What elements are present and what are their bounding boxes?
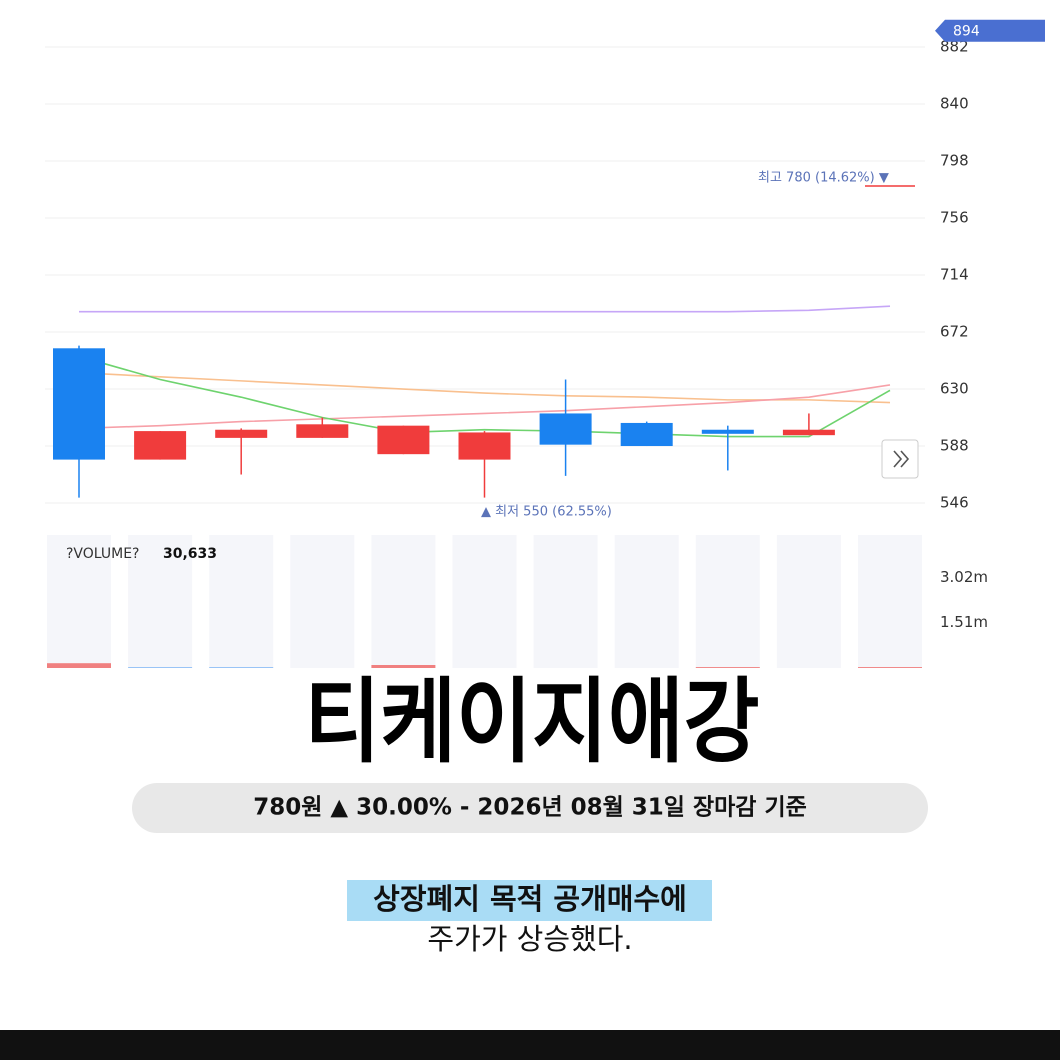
y-tick-label: 798: [940, 151, 969, 169]
volume-panel: [695, 535, 760, 668]
volume-bar: [858, 667, 922, 668]
moving-average-line: [79, 305, 891, 313]
volume-panel: [858, 535, 922, 668]
highlight: [347, 880, 712, 921]
moving-average-line: [78, 371, 891, 404]
y-tick-label: 546: [940, 494, 969, 512]
price-tag: [935, 19, 1045, 42]
candle-body: [620, 422, 673, 447]
volume-bar: [47, 663, 111, 668]
y-tick-label: 756: [940, 209, 969, 227]
price-tag-label: 894: [953, 24, 980, 40]
candle-body: [53, 348, 105, 460]
candle-body: [377, 425, 430, 455]
price-summary: 780원 ▲ 30.00% - 2026년 08월 31일 장마감 기준: [253, 795, 807, 821]
moving-average-line: [78, 355, 891, 438]
volume-bar: [128, 667, 193, 668]
y-tick-label: 672: [940, 323, 969, 341]
volume-panel: [371, 535, 436, 668]
volume-panel: [290, 535, 355, 668]
volume-panel: [452, 535, 517, 668]
summary-pill: [132, 783, 928, 833]
volume-panel: [533, 535, 598, 668]
volume-panel: [128, 535, 193, 668]
volume-tick-label: 1.51m: [940, 613, 988, 631]
low-annotation: ▲ 최저 550 (62.55%): [481, 505, 612, 520]
caption-line: 주가가 상승했다.: [427, 922, 632, 956]
volume-title: ?VOLUME?: [66, 546, 140, 562]
volume-panel: [209, 535, 274, 668]
moving-average-line: [78, 384, 891, 430]
y-tick-label: 630: [940, 380, 969, 398]
candle-body: [458, 432, 511, 460]
candle-body: [215, 429, 268, 438]
candle-body: [296, 424, 349, 438]
button-icon[interactable]: [893, 450, 910, 468]
volume-bar: [695, 667, 760, 668]
y-tick-label: 840: [940, 94, 969, 112]
volume-panel: [614, 535, 679, 668]
candle-body: [782, 429, 835, 436]
volume-tick-label: 3.02m: [940, 568, 988, 586]
caption-line: 상장폐지 목적 공개매수에: [373, 882, 687, 916]
candle-body: [539, 413, 592, 445]
volume-bar: [371, 664, 436, 668]
candle-body: [134, 431, 187, 460]
candle-body: [701, 429, 754, 434]
footer-bar: [0, 1030, 1060, 1060]
volume-bar: [209, 667, 274, 668]
volume-panel: [776, 535, 841, 668]
volume-current: 30,633: [163, 546, 217, 562]
next-button[interactable]: [881, 439, 919, 479]
volume-panel: [47, 535, 111, 668]
headline: 티케이지애강: [305, 668, 760, 775]
y-tick-label: 714: [940, 266, 969, 284]
high-annotation: 최고 780 (14.62%) ▼: [758, 171, 889, 186]
y-tick-label: 882: [940, 37, 969, 55]
y-tick-label: 588: [940, 437, 969, 455]
